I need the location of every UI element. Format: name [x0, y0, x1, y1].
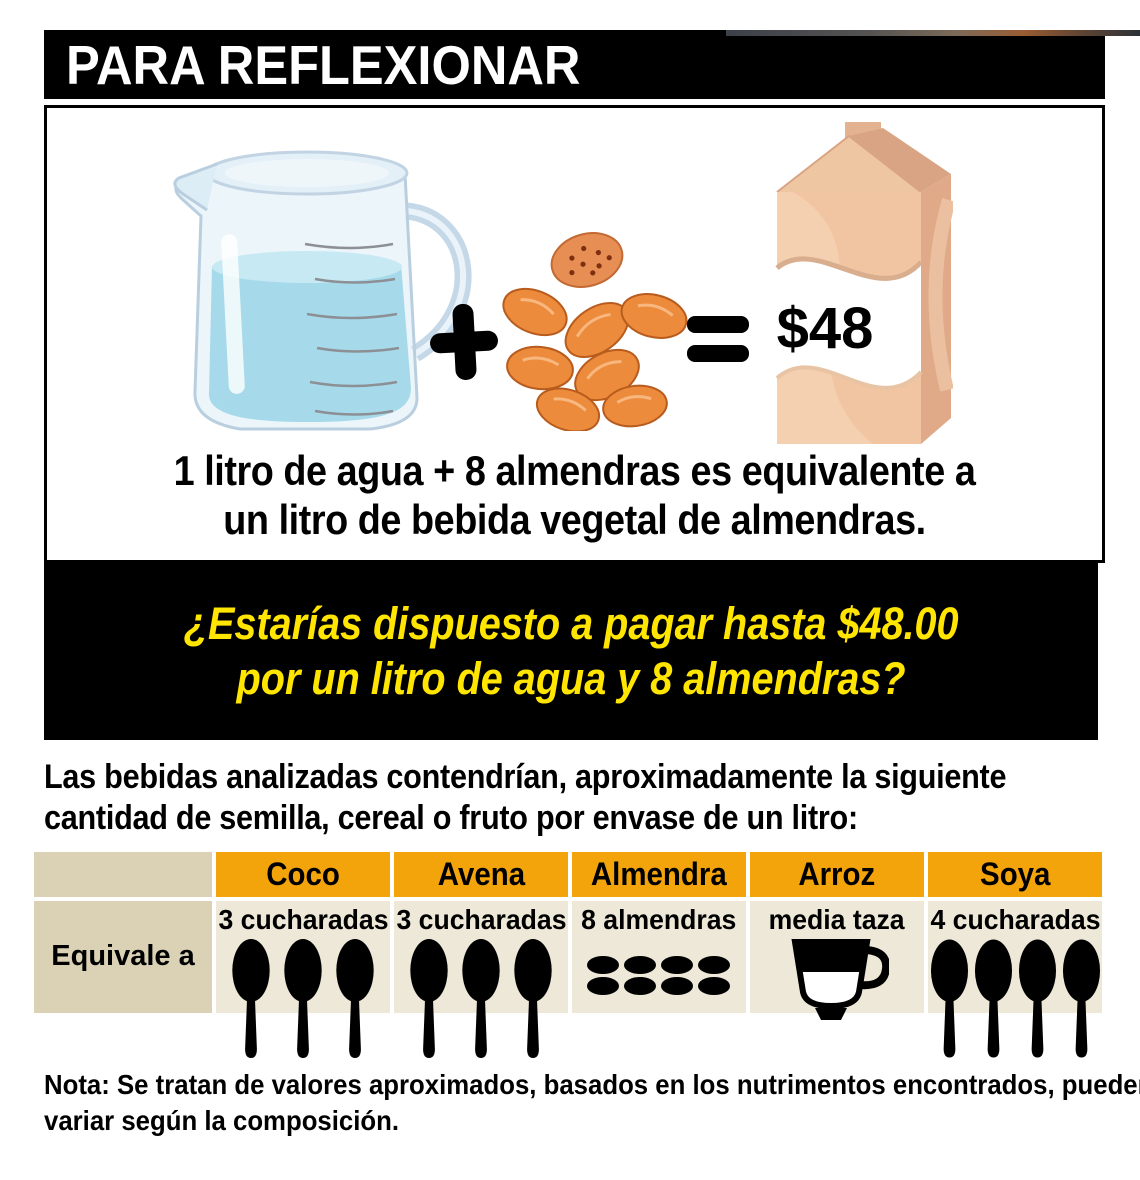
header-label: Coco	[266, 855, 340, 892]
almond-icons	[584, 939, 734, 1013]
spoon-icons	[409, 938, 553, 1058]
spoon-icons	[930, 939, 1101, 1058]
spoon-icon	[336, 938, 374, 1058]
question-panel: ¿Estarías dispuesto a pagar hasta $48.00…	[44, 563, 1098, 740]
table-corner-cell	[34, 851, 212, 897]
equation-panel: $48 1 litro de agua + 8 almendras es equ…	[44, 105, 1105, 563]
table-header-avena: Avena	[394, 851, 568, 897]
cell-avena: 3 cucharadas	[394, 900, 568, 1058]
almonds-illustration	[502, 232, 688, 431]
header-label: Avena	[437, 855, 525, 892]
cropped-image-edge	[726, 30, 1140, 36]
intro-paragraph: Las bebidas analizadas contendrían, apro…	[44, 757, 1114, 839]
intro-line-2: cantidad de semilla, cereal o fruto por …	[44, 798, 858, 837]
cell-almendra: 8 almendras	[572, 900, 746, 1013]
table-body-row: Equivale a 3 cucharadas 3 cucharadas 8 a…	[34, 900, 1102, 1058]
caption-line-2: un litro de bebida vegetal de almendras.	[223, 495, 926, 543]
table-header-row: Coco Avena Almendra Arroz Soya	[34, 851, 1102, 897]
note-line-2: variar según la composición.	[44, 1104, 400, 1136]
header-label: Arroz	[798, 855, 876, 892]
cell-arroz: media taza	[750, 900, 924, 1020]
amount-label: 4 cucharadas	[929, 903, 1101, 935]
header-label: Soya	[979, 855, 1051, 892]
cup-icon	[791, 938, 889, 1020]
note-line-1: Nota: Se tratan de valores aproximados, …	[44, 1068, 1140, 1100]
cell-soya: 4 cucharadas	[928, 900, 1102, 1058]
water-jug-icon	[173, 150, 472, 431]
spoon-icons	[231, 938, 375, 1058]
plus-icon	[430, 303, 498, 380]
header-label: Almendra	[591, 855, 727, 892]
intro-line-1: Las bebidas analizadas contendrían, apro…	[44, 758, 1007, 796]
equation-caption: 1 litro de agua + 8 almendras es equival…	[47, 447, 1102, 544]
question-line-2: por un litro de agua y 8 almendras?	[236, 652, 906, 704]
amount-label: 3 cucharadas	[395, 903, 567, 935]
almond-icon	[587, 955, 730, 995]
equivalence-table: Coco Avena Almendra Arroz Soya Equivale …	[34, 851, 1102, 1058]
spoon-icon	[284, 938, 322, 1058]
cup-icons	[785, 938, 889, 1020]
amount-label: 8 almendras	[581, 903, 737, 935]
spoon-icon	[974, 939, 1012, 1058]
equation-illustration: $48	[47, 108, 1102, 446]
table-header-coco: Coco	[216, 851, 390, 897]
cell-coco: 3 cucharadas	[216, 900, 390, 1058]
spoon-icon	[1062, 939, 1100, 1058]
table-header-almendra: Almendra	[572, 851, 746, 897]
price-label: $48	[777, 296, 874, 361]
spoon-icon	[514, 938, 552, 1058]
equals-icon	[687, 316, 749, 362]
footnote: Nota: Se tratan de valores aproximados, …	[44, 1067, 1140, 1140]
row-label-cell: Equivale a	[34, 900, 212, 1013]
spoon-icon	[1018, 939, 1056, 1058]
question-line-1: ¿Estarías dispuesto a pagar hasta $48.00	[183, 597, 959, 649]
header-bar: PARA REFLEXIONAR	[44, 30, 1105, 99]
milk-carton-icon: $48	[775, 122, 953, 444]
table-header-arroz: Arroz	[750, 851, 924, 897]
caption-line-1: 1 litro de agua + 8 almendras es equival…	[173, 447, 976, 494]
amount-label: media taza	[768, 903, 905, 935]
spoon-icon	[930, 939, 968, 1058]
spoon-icon	[232, 938, 270, 1058]
spoon-icon	[410, 938, 448, 1058]
table-header-soya: Soya	[928, 851, 1102, 897]
spoon-icon	[462, 938, 500, 1058]
amount-label: 3 cucharadas	[217, 903, 389, 935]
page-title: PARA REFLEXIONAR	[66, 33, 581, 96]
